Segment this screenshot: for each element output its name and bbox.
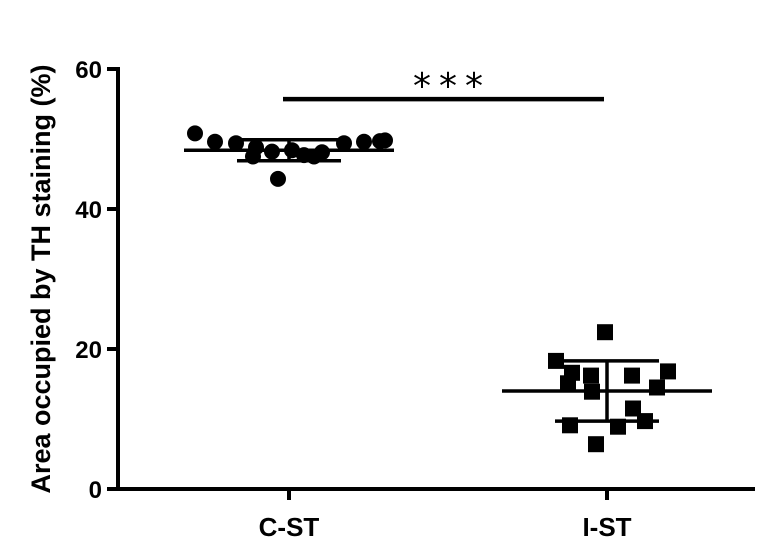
point-i-st — [624, 367, 640, 384]
point-c-st — [270, 170, 286, 187]
point-i-st — [583, 367, 599, 384]
point-c-st — [314, 144, 330, 161]
point-c-st — [377, 132, 393, 149]
summary-bars — [184, 137, 712, 423]
y-tick-label-20: 20 — [75, 337, 102, 364]
x-tick-label-c-st: C-ST — [259, 512, 320, 542]
y-axis-title: Area occupied by TH staining (%) — [26, 64, 56, 493]
significance-annotation: *** — [283, 66, 604, 107]
point-c-st — [187, 125, 203, 142]
y-tick-label-0: 0 — [89, 477, 102, 504]
point-i-st — [649, 379, 665, 396]
point-i-st — [660, 363, 676, 380]
x-tick-label-i-st: I-ST — [582, 512, 631, 542]
point-i-st — [625, 400, 641, 417]
point-i-st — [560, 375, 576, 392]
y-tick-label-40: 40 — [75, 197, 102, 224]
labels: Area occupied by TH staining (%) C-ST I-… — [26, 64, 632, 542]
significance-label: *** — [413, 66, 491, 107]
point-c-st — [356, 133, 372, 150]
point-c-st — [207, 133, 223, 150]
point-i-st — [588, 436, 604, 453]
y-tick-label-60: 60 — [75, 57, 102, 84]
axes: 0 20 40 60 — [75, 57, 755, 504]
data-marks — [187, 125, 676, 453]
point-i-st — [597, 324, 613, 341]
